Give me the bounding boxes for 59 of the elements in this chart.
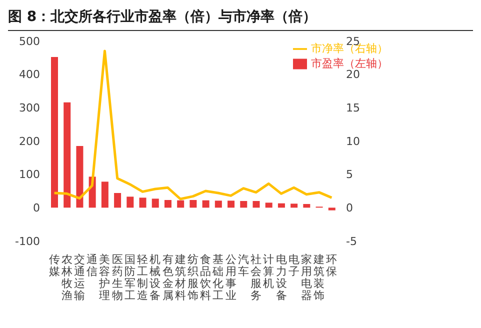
y2-tick-label: 5 [346,168,353,182]
y2-tick-label: 15 [346,102,360,115]
x-tick-label: 纺织服饰 [186,253,198,302]
bar [328,208,336,210]
bar [152,198,159,208]
bar [177,200,184,208]
y-tick-label: 200 [19,134,40,148]
x-tick-label: 汽车 [238,253,249,278]
legend-label: 市盈率（左轴） [311,57,388,70]
x-tick-label: 传媒 [48,253,60,278]
y-tick-label: 0 [33,202,40,215]
x-tick-label: 农林牧渔 [60,253,72,302]
y-tick-label: 300 [19,102,40,115]
x-tick-label: 交通运输 [74,253,86,302]
bar [290,204,298,208]
bar [265,202,272,208]
bar [228,200,235,208]
bar [126,196,134,208]
x-tick-label: 电力设备 [276,253,287,302]
y-tick-label: 500 [19,34,40,48]
bar [101,182,108,208]
x-tick-label: 基础化工 [212,253,224,302]
bar [278,203,285,208]
y-tick-label: 100 [19,168,40,182]
bar [64,102,71,208]
chart-title: 图 8：北交所各行业市盈率（倍）与市净率（倍） [8,8,473,31]
x-tick-label: 公用事业 [225,253,236,302]
x-tick-label: 食品饮料 [199,253,212,302]
x-tick-label: 通信 [86,253,98,278]
bar [164,200,172,208]
bar [202,200,210,208]
x-tick-label: 医药生物 [112,253,123,302]
x-tick-label: 电子 [288,253,300,278]
x-tick-label: 轻工制造 [137,253,148,302]
bar [240,201,248,208]
bar [303,204,310,208]
bar [139,198,146,208]
y2-tick-label: 0 [346,202,353,215]
bar [51,57,58,208]
y2-tick-label: 20 [346,68,360,82]
x-tick-label: 美容护理 [98,253,110,302]
bar [114,193,122,208]
x-tick-label: 建筑材料 [174,253,186,302]
x-tick-label: 社会服务 [250,253,262,302]
bar [214,200,222,208]
y2-tick-label: 10 [346,134,360,148]
y2-tick-label: -5 [346,234,357,248]
x-tick-label: 机械设备 [150,253,161,302]
bar [190,200,197,208]
bar [76,146,84,208]
x-tick-label: 环保 [326,253,338,278]
x-tick-label: 计算机 [263,253,274,290]
bar [252,201,260,208]
x-tick-label: 建筑装饰 [312,253,325,302]
x-tick-label: 家用电器 [300,253,312,302]
x-tick-label: 有色金属 [162,253,174,302]
x-tick-label: 国防军工 [124,253,136,302]
y-tick-label: 400 [19,68,40,82]
y-tick-label: -100 [15,234,40,248]
